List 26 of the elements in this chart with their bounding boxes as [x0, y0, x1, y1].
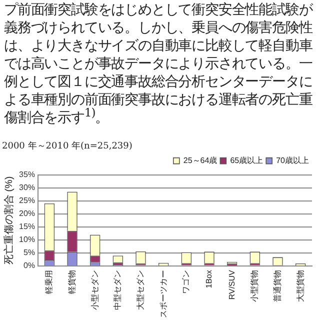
x-tick-label: 中型セダン [113, 270, 122, 310]
x-tick-label: スポーツカー [158, 270, 168, 318]
chart-title: 2000 年～2010 年(n=25,239) [2, 140, 132, 152]
legend-label: 65歳以上 [230, 156, 264, 166]
x-tick-label: 大型セダン [136, 270, 145, 310]
y-axis-title: 死亡重傷の割合 (%) [2, 176, 15, 265]
legend-label: 25～64歳 [183, 156, 218, 166]
y-tick-label: 0% [23, 261, 36, 270]
y-tick-label: 5% [23, 248, 36, 258]
x-tick-label: 普通貨物 [272, 270, 282, 302]
x-tick-label: 大型貨物 [296, 270, 305, 302]
y-tick-label: 20% [18, 209, 36, 218]
legend-label: 70歳以上 [276, 156, 310, 166]
x-tick-label: 軽乗用 [44, 270, 54, 294]
y-tick-label: 35% [18, 170, 36, 180]
text: プ前面衝突試験をはじめとして衝突安全性能試験が義務づけられている。しかし、乗員への傷害危険性は、より大きなサイズの自動車に比較して軽自動車では高いことが事故データにより示されている。一例として図１に交通事故総合分析センターデータによる車種別の前面衝突事故における運転者の死亡重傷割合を示す$^{1)}$。 [4, 2, 312, 126]
y-tick-label: 30% [18, 183, 36, 192]
x-tick-label: 小型セダン [90, 270, 100, 310]
y-tick-label: 25% [18, 196, 36, 206]
x-tick-label: ワゴン [182, 270, 191, 294]
x-tick-label: RV/SUV [227, 269, 236, 300]
x-tick-label: 小型貨物 [250, 270, 260, 302]
x-tick-label: 軽貨物 [67, 270, 76, 294]
y-tick-label: 10% [18, 235, 36, 244]
x-tick-label: 1Box [204, 270, 214, 288]
y-tick-label: 15% [18, 222, 36, 232]
